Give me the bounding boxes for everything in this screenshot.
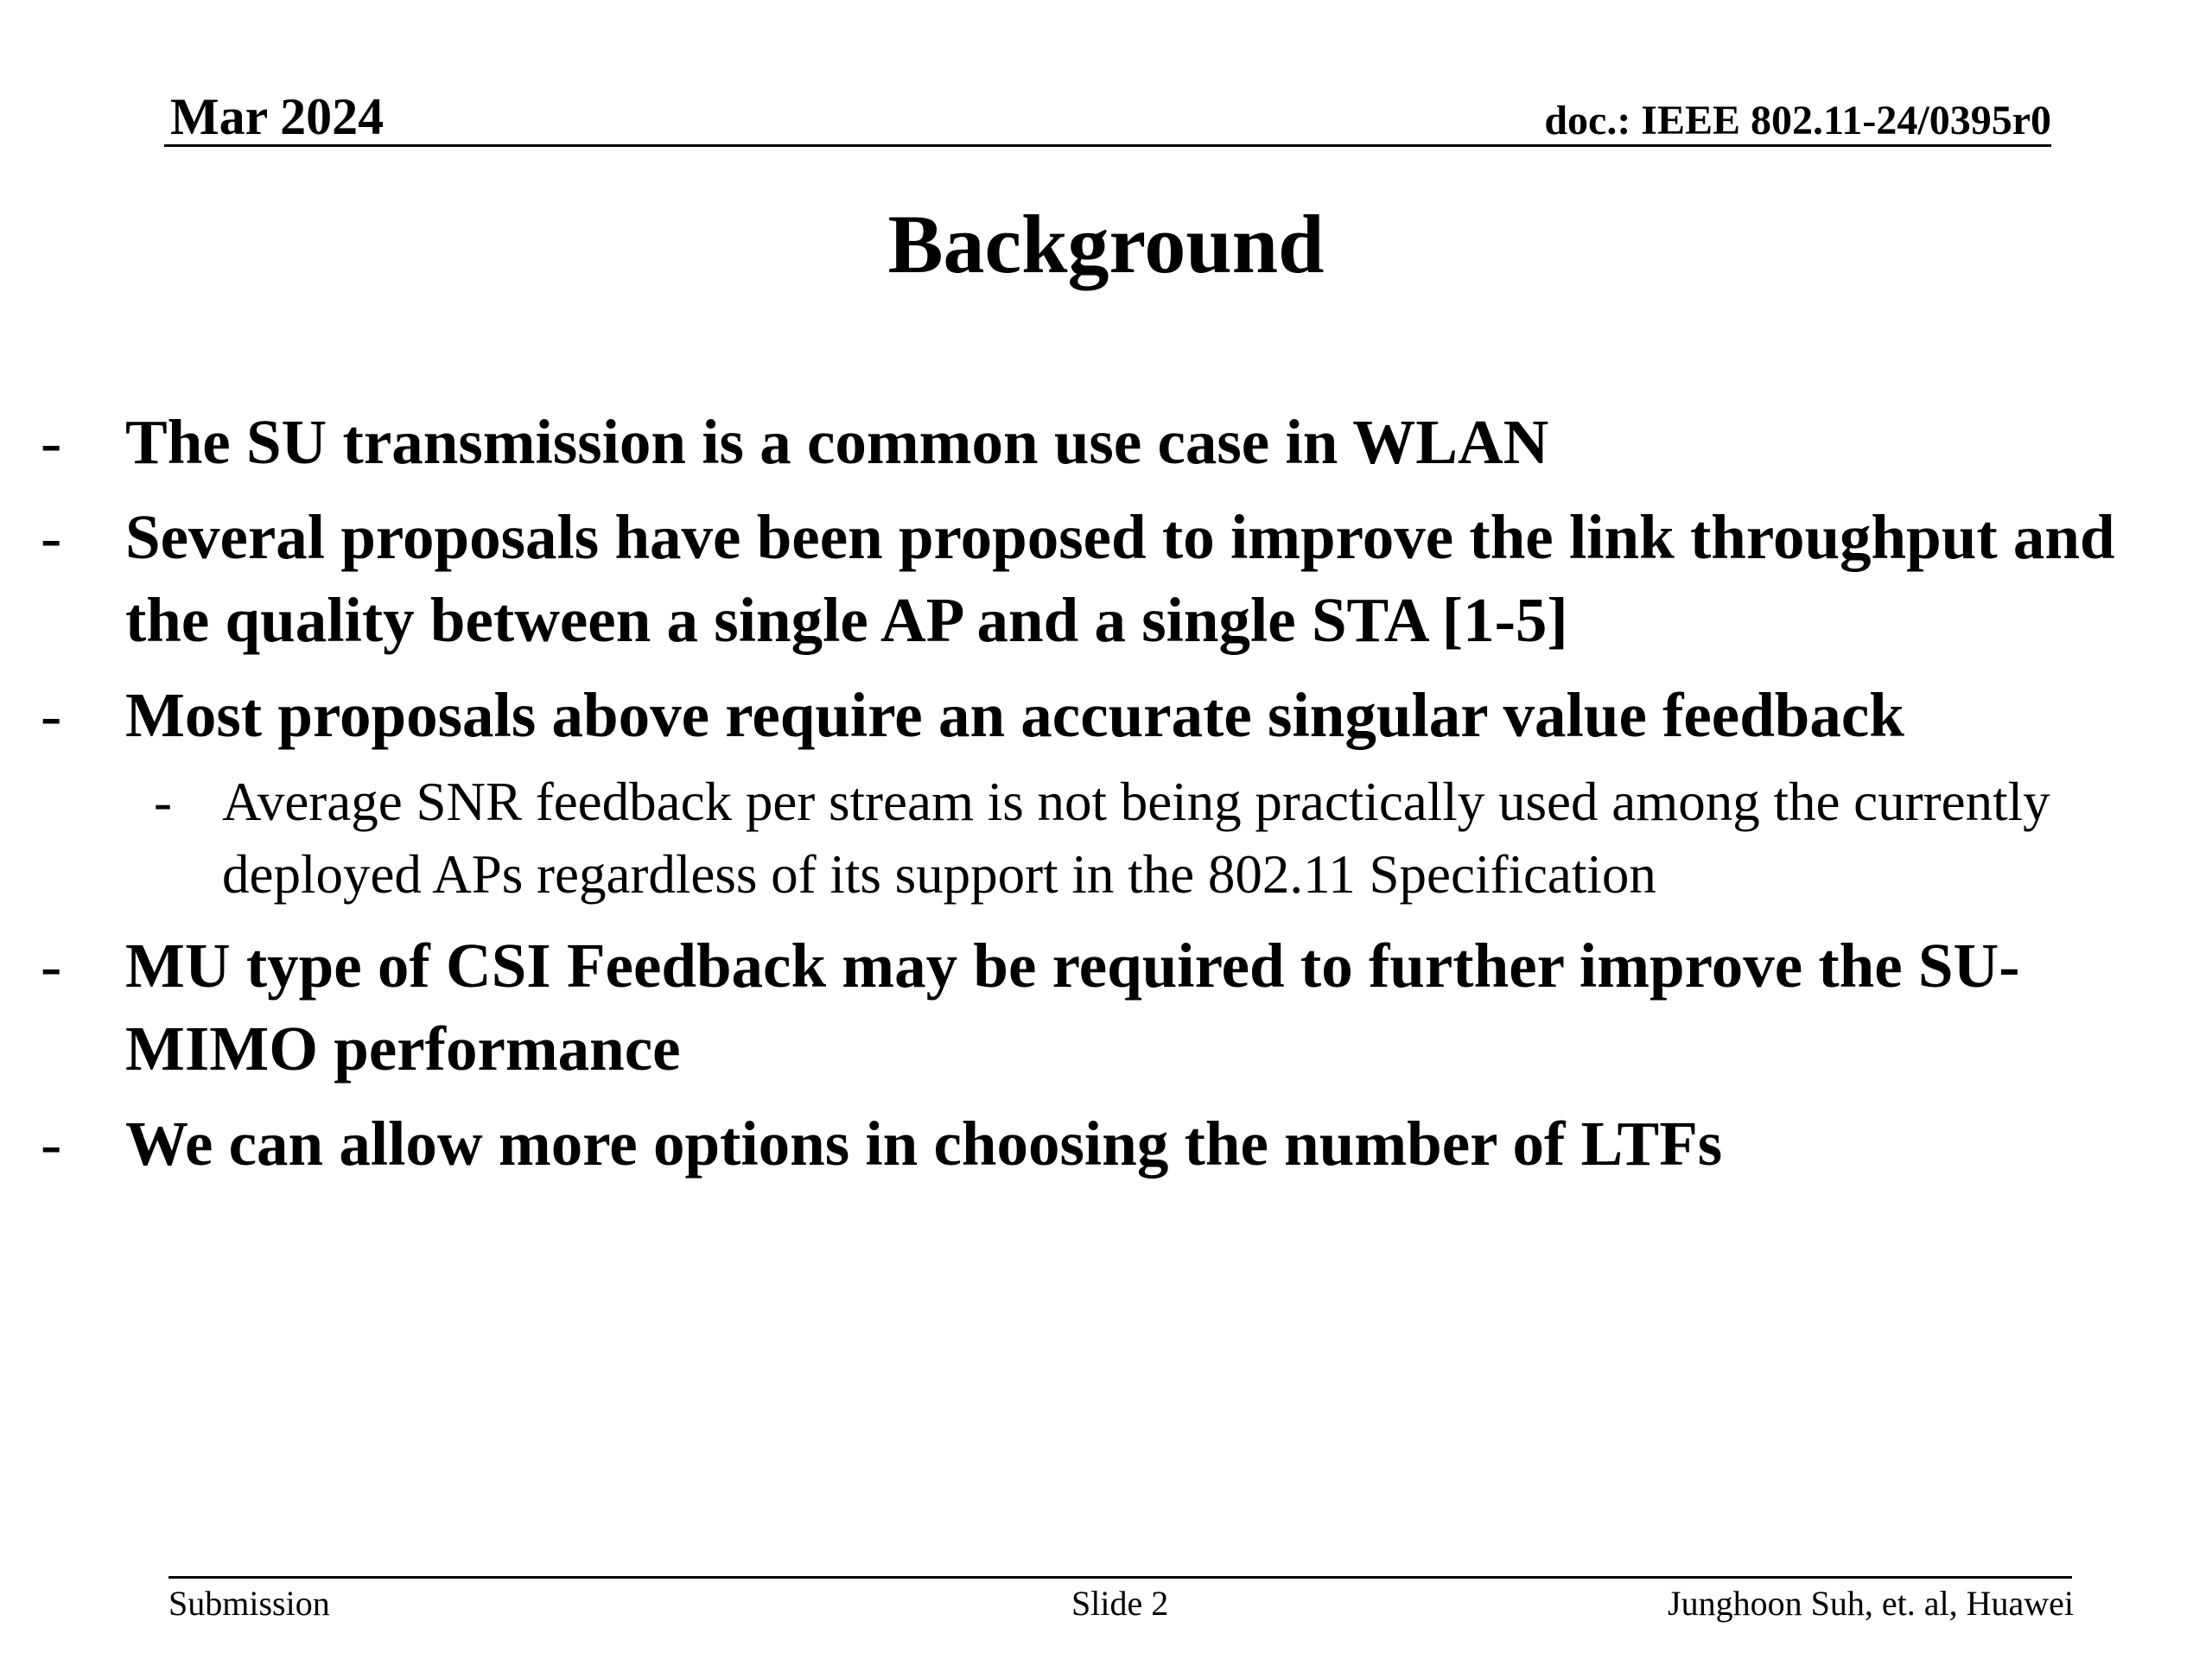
bullet-list: - The SU transmission is a common use ca… <box>0 401 2186 1198</box>
bullet-text: We can allow more options in choosing th… <box>125 1109 1723 1179</box>
header-document-id: doc.: IEEE 802.11-24/0395r0 <box>1544 98 2051 143</box>
bullet-item: - The SU transmission is a common use ca… <box>0 401 2186 484</box>
bullet-marker: - <box>41 407 62 477</box>
footer-divider <box>168 1576 2072 1579</box>
bullet-text: Several proposals have been proposed to … <box>125 502 2115 655</box>
footer-slide-number: Slide 2 <box>1071 1584 1169 1623</box>
bullet-item: - We can allow more options in choosing … <box>0 1103 2186 1185</box>
bullet-item: - MU type of CSI Feedback may be require… <box>0 925 2186 1090</box>
slide-title: Background <box>887 198 1325 290</box>
footer-submission-label: Submission <box>168 1584 330 1623</box>
bullet-text: Most proposals above require an accurate… <box>125 680 1904 750</box>
bullet-marker: - <box>41 680 62 750</box>
bullet-marker: - <box>41 502 62 572</box>
bullet-marker: - <box>41 1109 62 1179</box>
bullet-text: The SU transmission is a common use case… <box>125 407 1549 477</box>
sub-bullet-marker: - <box>154 772 172 832</box>
header-divider <box>164 144 2051 147</box>
bullet-item: - Most proposals above require an accura… <box>0 674 2186 757</box>
bullet-text: MU type of CSI Feedback may be required … <box>125 931 2020 1084</box>
header-date: Mar 2024 <box>170 88 385 145</box>
footer-authors: Junghoon Suh, et. al, Huawei <box>1668 1584 2074 1623</box>
bullet-item: - Several proposals have been proposed t… <box>0 496 2186 662</box>
sub-bullet-item: - Average SNR feedback per stream is not… <box>0 766 2186 911</box>
bullet-marker: - <box>41 931 62 1001</box>
sub-bullet-text: Average SNR feedback per stream is not b… <box>222 772 2050 905</box>
